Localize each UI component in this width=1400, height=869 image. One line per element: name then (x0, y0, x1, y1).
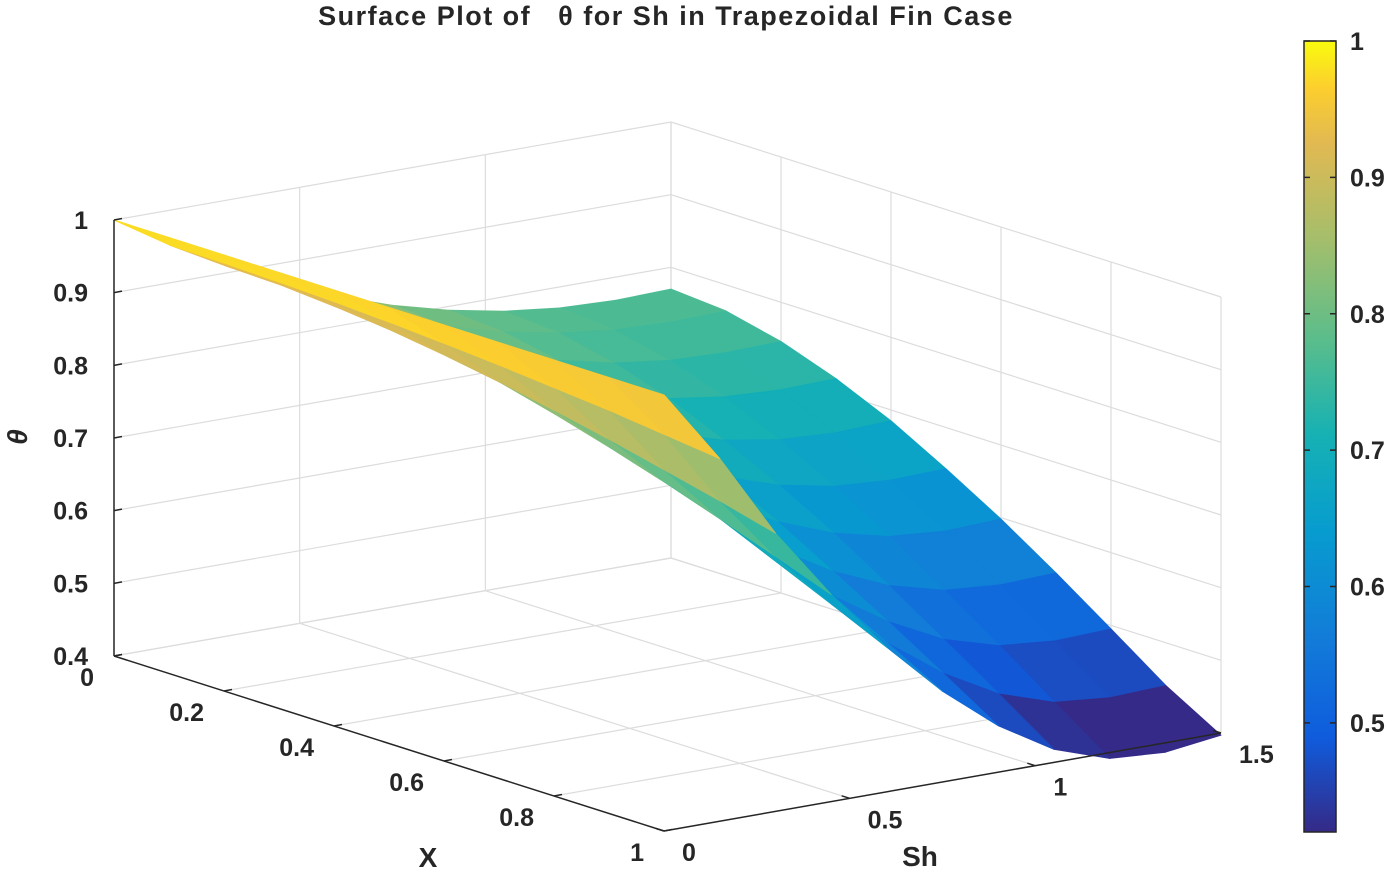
y-tick-mark (1027, 762, 1036, 767)
z-tick-label: 0.7 (53, 425, 88, 453)
surface-patch (168, 237, 281, 283)
x-axis-line (113, 655, 665, 832)
z-tick-label: 0.6 (53, 498, 88, 526)
surface-patch (278, 272, 391, 323)
y-tick-label: 0.5 (868, 806, 903, 834)
colorbar-ticks: 0.5 0.6 0.7 0.8 0.9 1 (1304, 28, 1385, 738)
colorbar-fill (1303, 40, 1337, 833)
side-wall-grid-line (670, 266, 1222, 443)
z-axis-label: θ (2, 429, 33, 445)
floor-grid-line (299, 622, 850, 799)
colorbar-tick-label: 0.6 (1350, 574, 1385, 602)
colorbar-tick-label: 1 (1350, 28, 1364, 56)
back-wall-grid-line (113, 484, 672, 584)
z-tick-mark (113, 290, 123, 294)
x-tick-label: 0.4 (279, 734, 314, 762)
z-tick-label: 0.4 (53, 643, 88, 671)
x-axis-label: X (419, 842, 438, 869)
z-tick-label: 0.5 (53, 570, 88, 598)
back-wall-grid-line (113, 412, 672, 512)
z-tick-label: 1 (74, 207, 88, 235)
back-wall-grid-line (113, 194, 672, 294)
floor-grid-line (485, 590, 1036, 767)
y-tick-label: 1 (1053, 774, 1067, 802)
z-tick-mark (113, 508, 123, 512)
back-wall-grid-line (113, 557, 672, 657)
x-tick-mark (223, 688, 233, 692)
surface-layer (113, 219, 1222, 759)
y-tick-label: 1.5 (1239, 741, 1274, 769)
colorbar-tick-label: 0.9 (1350, 164, 1385, 192)
z-tick-mark (113, 363, 123, 367)
y-tick-label: 0 (682, 839, 696, 867)
x-tick-mark (553, 793, 563, 797)
side-wall-grid-line (670, 194, 1222, 371)
z-tick-mark (113, 217, 123, 221)
x-tick-mark (443, 758, 453, 762)
z-tick-mark (113, 581, 123, 585)
colorbar-tick-label: 0.5 (1350, 710, 1385, 738)
colorbar: 0.5 0.6 0.7 0.8 0.9 1 (1303, 28, 1385, 833)
y-axis-label: Sh (902, 841, 938, 869)
side-wall-grid-line (670, 121, 1222, 298)
surface-patch (113, 219, 226, 264)
x-tick-label: 0.8 (499, 804, 534, 832)
surface-patch (608, 377, 721, 460)
colorbar-tick-label: 0.8 (1350, 301, 1385, 329)
surface-patch (223, 254, 336, 303)
x-tick-mark (113, 653, 123, 657)
chart-title: Surface Plot of θ for Sh in Trapezoidal … (318, 1, 1014, 31)
y-tick-mark (841, 795, 850, 800)
z-tick-label: 0.8 (53, 352, 88, 380)
floor-grid-line (223, 592, 782, 692)
colorbar-tick-label: 0.7 (1350, 437, 1385, 465)
z-tick-label: 0.9 (53, 280, 88, 308)
floor-grid-line (333, 627, 892, 727)
x-tick-label: 1 (630, 839, 644, 867)
x-tick-mark (333, 723, 343, 727)
y-tick-mark (655, 827, 665, 832)
back-wall-grid-line (113, 121, 672, 221)
floor-grid-line (443, 662, 1002, 762)
y-tick-mark (1212, 729, 1222, 734)
y-axis-line (663, 732, 1222, 832)
x-tick-label: 0.6 (389, 769, 424, 797)
x-tick-label: 0.2 (169, 699, 204, 727)
ticks-layer: 0.4 0.5 0.6 0.7 0.8 0.9 1 0 0.2 0.4 0.6 0.8 1 0 0.5 1 1.… (53, 207, 1274, 867)
x-tick-mark (663, 828, 673, 832)
z-tick-mark (113, 435, 123, 439)
x-tick-label: 0 (80, 664, 94, 692)
